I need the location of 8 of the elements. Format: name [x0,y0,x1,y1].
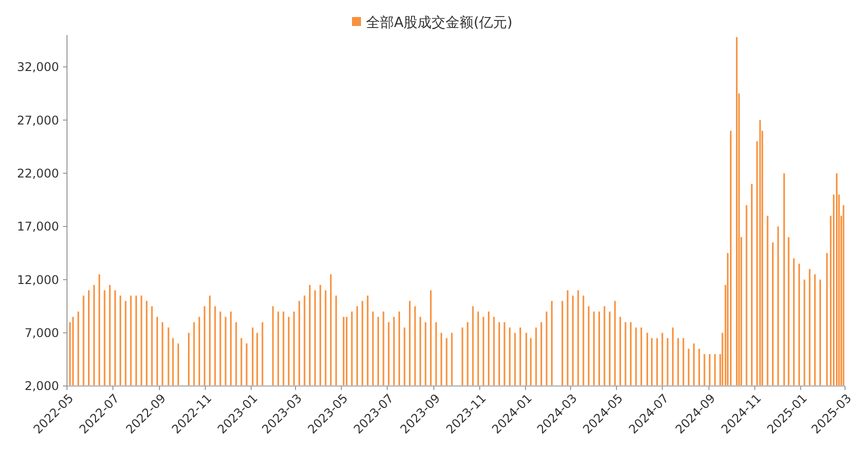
y-tick-label: 32,000 [17,60,59,74]
y-tick-label: 12,000 [17,272,59,287]
y-tick-label: 7,000 [24,326,59,340]
y-tick-label: 22,000 [17,166,59,180]
y-tick-label: 2,000 [24,379,59,394]
y-tick-label: 17,000 [17,220,59,234]
y-tick-label: 27,000 [17,113,59,128]
legend-label: 全部A股成交金额(亿元) [366,14,513,31]
